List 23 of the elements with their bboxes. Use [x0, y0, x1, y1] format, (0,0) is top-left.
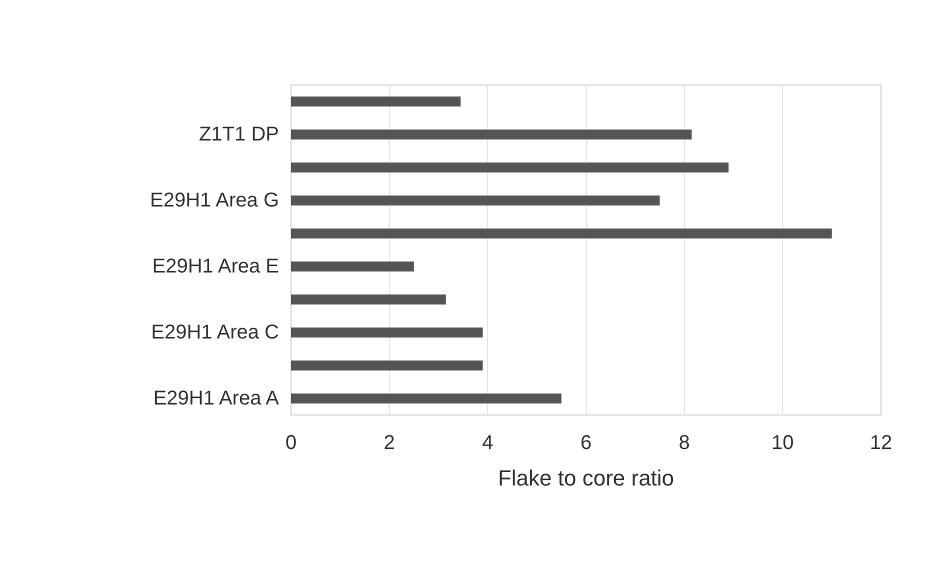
y-tick-label: E29H1 Area E — [152, 256, 279, 278]
bar — [291, 328, 483, 338]
x-tick-label: 8 — [678, 432, 690, 454]
y-tick-label: E29H1 Area C — [151, 322, 279, 344]
y-tick-label: E29H1 Area A — [153, 388, 280, 410]
bar — [291, 228, 832, 238]
x-tick-label: 4 — [482, 432, 494, 454]
y-tick-label: E29H1 Area G — [150, 190, 279, 212]
bar — [291, 196, 660, 206]
x-tick-label: 0 — [285, 432, 297, 454]
bar — [291, 294, 446, 304]
x-axis-title: Flake to core ratio — [498, 466, 674, 490]
x-tick-label: 6 — [580, 432, 592, 454]
bar — [291, 130, 692, 140]
x-tick-label: 12 — [870, 432, 892, 454]
x-tick-label: 10 — [772, 432, 794, 454]
x-tick-label: 2 — [384, 432, 395, 454]
y-tick-label: Z1T1 DP — [198, 124, 279, 146]
bar — [291, 96, 461, 106]
bar — [291, 262, 414, 272]
bar — [291, 394, 562, 404]
bar — [291, 162, 729, 172]
bar — [291, 360, 483, 370]
